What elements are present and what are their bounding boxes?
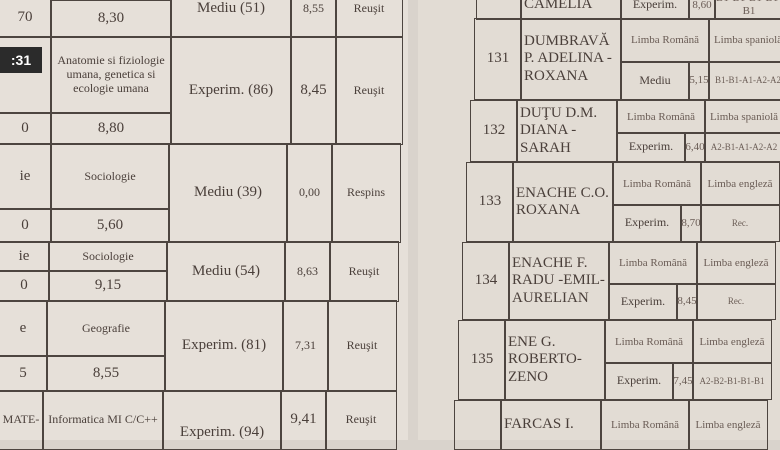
levels-cell: Rec. bbox=[700, 204, 780, 242]
score-cell: 0,00 bbox=[286, 143, 333, 243]
subject-cell: Sociologie bbox=[48, 241, 168, 272]
number-cell bbox=[476, 0, 522, 20]
grade-cell: 5,60 bbox=[50, 208, 170, 243]
grade-cell: 8,70 bbox=[680, 204, 702, 242]
number-cell: 132 bbox=[470, 100, 518, 162]
number-cell: 131 bbox=[474, 18, 522, 100]
score-cell: 8,63 bbox=[284, 241, 331, 302]
result-cell: Reuşit bbox=[335, 0, 403, 38]
number-cell: 133 bbox=[466, 162, 514, 242]
partial-cell: MATE- bbox=[0, 390, 44, 450]
level-cell: Experim. (86) bbox=[170, 36, 292, 145]
left-results-sheet: 70 8,30 Mediu (51) 8,55 Reuşit 0 Anatomi… bbox=[0, 0, 408, 450]
result-cell: Reuşit bbox=[329, 241, 399, 302]
partial-cell: 70 bbox=[0, 0, 52, 38]
number-cell: 134 bbox=[462, 242, 510, 320]
level-cell: Mediu bbox=[620, 61, 690, 100]
grade-cell: 6,40 bbox=[684, 132, 706, 162]
levels-cell: B1-B1-B1-B1-B1 bbox=[714, 0, 780, 20]
grade-cell: 8,55 bbox=[46, 355, 166, 392]
level-cell: Experim. bbox=[616, 132, 686, 162]
levels-cell: A2-B1-A1-A2-A2 bbox=[704, 132, 780, 162]
level-cell: Experim. bbox=[612, 204, 682, 242]
grade-cell: 7,45 bbox=[672, 362, 694, 400]
grade-cell: 8,45 bbox=[676, 283, 698, 320]
level-cell: Mediu (54) bbox=[166, 241, 286, 302]
language-cell: Limba engleză bbox=[696, 242, 776, 285]
partial-cell bbox=[0, 36, 52, 114]
subject-cell: Geografie bbox=[46, 300, 166, 357]
name-cell: DUŢU D.M. DIANA - SARAH bbox=[516, 100, 618, 162]
result-cell: Reuşit bbox=[327, 300, 397, 392]
grade-cell: 5,15 bbox=[688, 61, 710, 100]
result-cell: Respins bbox=[331, 143, 401, 243]
partial-cell: 0 bbox=[0, 270, 50, 302]
exam-cell: Limba Română bbox=[620, 18, 710, 63]
language-cell: Limba spaniolă bbox=[704, 100, 780, 134]
exam-cell: Limba Română bbox=[608, 242, 698, 285]
right-results-sheet: CAMELIA Experim. 8,60 B1-B1-B1-B1-B1 131… bbox=[418, 0, 780, 450]
number-cell bbox=[454, 400, 502, 450]
partial-cell: ie bbox=[0, 241, 50, 272]
subject-cell: Informatica MI C/C++ bbox=[42, 390, 164, 450]
subject-cell: Anatomie si fiziologie umana, genetica s… bbox=[50, 36, 172, 114]
level-cell: Mediu (39) bbox=[168, 143, 288, 243]
name-cell: CAMELIA bbox=[520, 0, 622, 20]
partial-cell: e bbox=[0, 300, 48, 357]
grade-cell: 9,15 bbox=[48, 270, 168, 302]
partial-cell: ie bbox=[0, 143, 52, 210]
level-cell: Experim. bbox=[604, 362, 674, 400]
score-cell: 8,45 bbox=[290, 36, 337, 145]
name-cell: ENACHE C.O. ROXANA bbox=[512, 162, 614, 242]
partial-cell: 0 bbox=[0, 112, 52, 145]
video-timestamp: :31 bbox=[0, 47, 42, 73]
levels-cell: A2-B2-B1-B1-B1 bbox=[692, 362, 772, 400]
partial-cell: 0 bbox=[0, 208, 52, 243]
name-cell: FARCAS I. bbox=[500, 400, 602, 450]
exam-cell: Limba Română bbox=[616, 100, 706, 134]
subject-cell: Sociologie bbox=[50, 143, 170, 210]
number-cell: 135 bbox=[458, 320, 506, 400]
result-cell: Reuşit bbox=[325, 390, 397, 450]
partial-cell: 5 bbox=[0, 355, 48, 392]
exam-cell: Limba Română bbox=[604, 320, 694, 364]
grade-cell: 8,60 bbox=[688, 0, 716, 20]
name-cell: ENACHE F. RADU -EMIL-AURELIAN bbox=[508, 242, 610, 320]
language-cell: Limba engleză bbox=[688, 400, 768, 450]
grade-cell: 8,80 bbox=[50, 112, 172, 145]
score-cell: 8,55 bbox=[290, 0, 337, 38]
level-cell: Mediu (51) bbox=[170, 0, 292, 38]
name-cell: DUMBRAVĂ P. ADELINA - ROXANA bbox=[520, 18, 622, 100]
levels-cell: B1-B1-A1-A2-A2 bbox=[708, 61, 780, 100]
grade-cell: 8,30 bbox=[50, 0, 172, 38]
language-cell: Limba engleză bbox=[700, 162, 780, 206]
name-cell: ENE G. ROBERTO-ZENO bbox=[504, 320, 606, 400]
exam-cell: Limba Română bbox=[600, 400, 690, 450]
score-cell: 7,31 bbox=[282, 300, 329, 392]
exam-cell: Limba Română bbox=[612, 162, 702, 206]
level-cell: Experim. (81) bbox=[164, 300, 284, 392]
language-cell: Limba spaniolă bbox=[708, 18, 780, 63]
language-cell: Limba engleză bbox=[692, 320, 772, 364]
level-cell: Experim. bbox=[608, 283, 678, 320]
result-cell: Reuşit bbox=[335, 36, 403, 145]
level-cell: Experim. bbox=[620, 0, 690, 20]
level-cell: Experim. (94) bbox=[162, 390, 282, 450]
score-cell: 9,41 bbox=[280, 390, 327, 450]
levels-cell: Rec. bbox=[696, 283, 776, 320]
